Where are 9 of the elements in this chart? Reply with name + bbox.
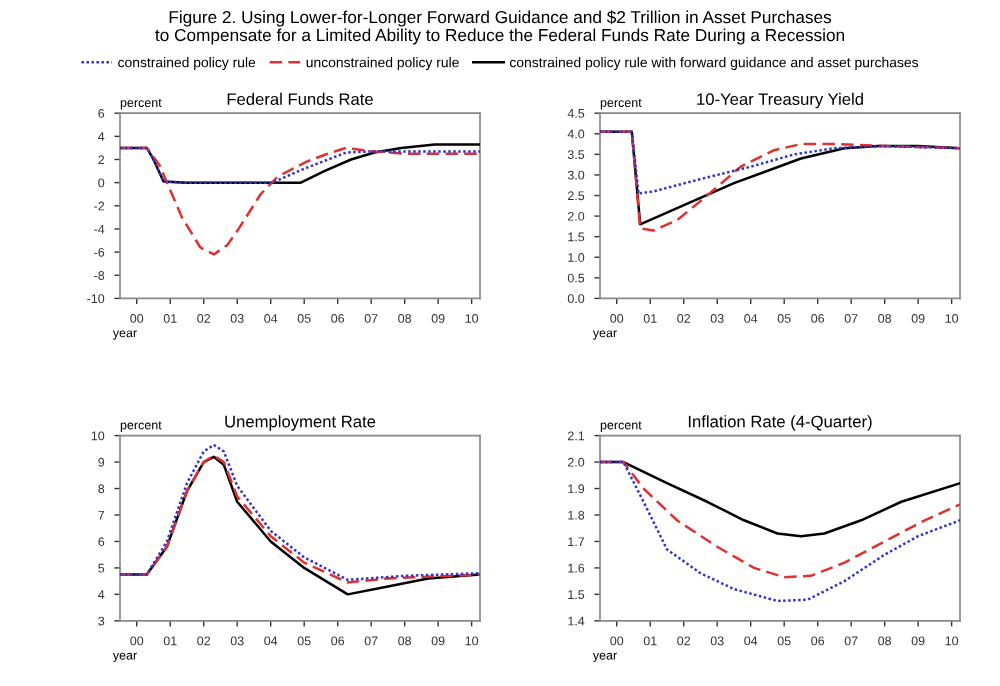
line-series [600, 460, 960, 579]
chart-title: Federal Funds Rate [227, 92, 373, 106]
line-series [600, 130, 960, 195]
chart-title: 10-Year Treasury Yield [697, 92, 863, 109]
chart-title: Inflation Rate (4-Quarter) [688, 415, 872, 431]
line-series [600, 460, 960, 603]
line-series [120, 146, 480, 256]
chart-title: Unemployment Rate [225, 415, 376, 431]
caption: Figure 2. Using Lower-for-Longer Forward Guidance and $2 Trillion in Asset Purchases to Compensate for a Limited Ability to Reduce the Federal Funds Rate During a Recession [155, 10, 845, 45]
